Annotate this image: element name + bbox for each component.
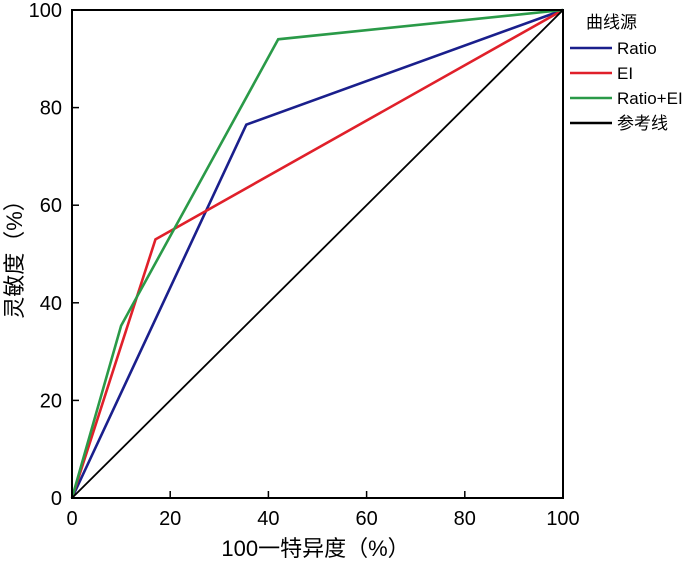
x-tick-label-3: 60 — [355, 508, 377, 530]
x-tick-label-4: 80 — [454, 508, 476, 530]
series-line-3 — [71, 9, 564, 499]
plot-frame — [71, 9, 564, 499]
legend-title: 曲线源 — [586, 13, 637, 32]
y-tick-label-4: 80 — [40, 98, 62, 120]
y-tick-label-0: 0 — [51, 488, 62, 510]
x-tick-label-1: 20 — [159, 508, 181, 530]
x-tick-label-2: 40 — [257, 508, 279, 530]
legend-label-3: 参考线 — [617, 114, 668, 133]
series-line-2 — [70, 8, 564, 499]
x-tick-label-0: 0 — [66, 508, 77, 530]
y-tick-label-2: 40 — [40, 293, 62, 315]
legend: 曲线源 Ratio EI Ratio+EI 参考线 — [570, 13, 683, 133]
x-axis-title: 100一特异度（%） — [221, 536, 409, 561]
series-line-1 — [70, 8, 564, 499]
y-tick-label-3: 60 — [40, 195, 62, 217]
series-line-0 — [70, 8, 564, 499]
legend-label-2: Ratio+EI — [617, 89, 683, 108]
ticks-layer: 0 20 40 60 80 100 0 20 40 60 80 100 — [29, 0, 580, 530]
legend-label-0: Ratio — [617, 39, 657, 58]
y-tick-label-1: 20 — [40, 390, 62, 412]
y-axis-title: 灵敏度（%） — [2, 189, 27, 319]
legend-items: Ratio EI Ratio+EI 参考线 — [570, 39, 683, 133]
series-layer — [70, 8, 564, 499]
y-tick-label-5: 100 — [29, 0, 62, 22]
legend-label-1: EI — [617, 64, 633, 83]
x-tick-label-5: 100 — [546, 508, 579, 530]
